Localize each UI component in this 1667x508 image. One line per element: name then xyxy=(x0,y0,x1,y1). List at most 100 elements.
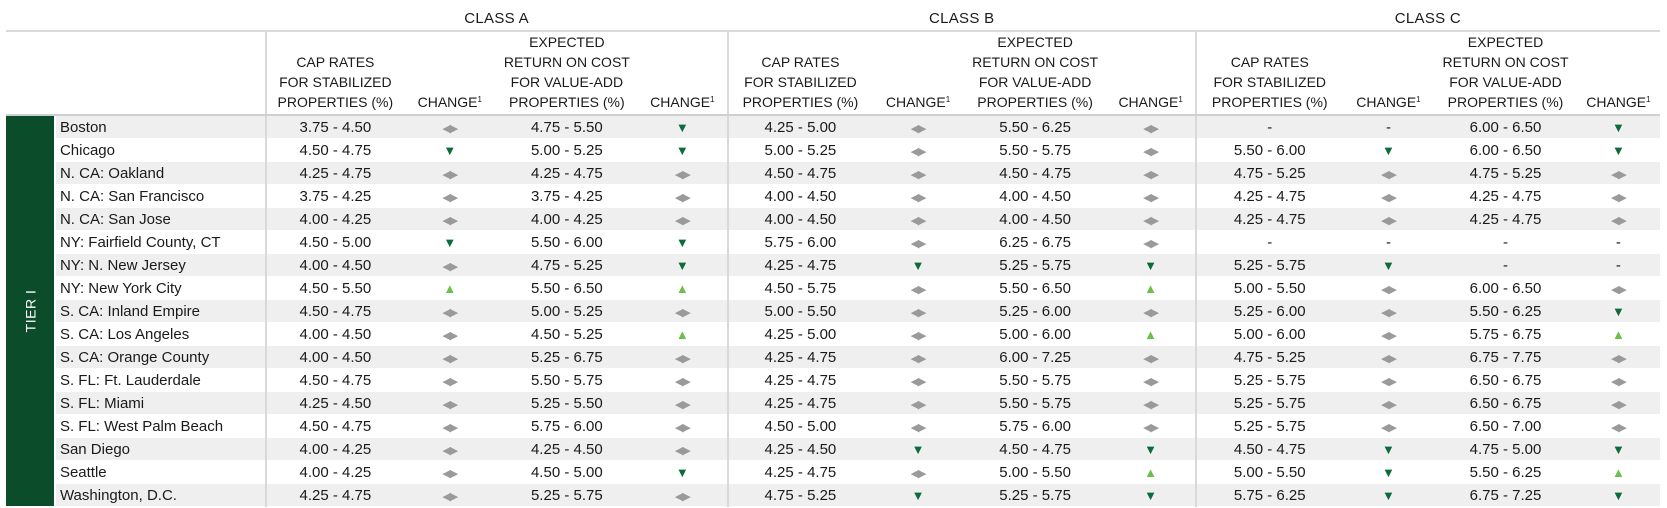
market-name: NY: N. New Jersey xyxy=(54,253,266,277)
change-cell: ◀▶ xyxy=(638,299,728,323)
change-cell: ◀▶ xyxy=(638,345,728,369)
change-cell: ◀▶ xyxy=(1106,368,1196,392)
rate-cell: 4.50 - 5.00 xyxy=(495,460,639,484)
table-row: S. CA: Los Angeles 4.00 - 4.50 ◀▶ 4.50 - 5.… xyxy=(6,322,1660,346)
change-cell: ◀▶ xyxy=(1106,345,1196,369)
no-change-icon: ◀▶ xyxy=(1380,421,1397,434)
change-cell: ◀▶ xyxy=(1106,138,1196,162)
up-arrow-icon: ▲ xyxy=(1611,464,1625,480)
no-change-icon: ◀▶ xyxy=(442,191,458,204)
change-cell: ◀▶ xyxy=(404,299,496,323)
change-cell: ◀▶ xyxy=(872,115,964,139)
change-cell: ◀▶ xyxy=(872,276,964,300)
no-change-icon: ◀▶ xyxy=(674,191,691,204)
change-cell: ◀▶ xyxy=(404,184,496,208)
no-change-icon: ◀▶ xyxy=(674,398,691,411)
header-line: CAP RATES xyxy=(761,54,840,70)
rate-cell: 5.25 - 5.75 xyxy=(963,253,1107,277)
change-header: CHANGE1 xyxy=(638,31,728,116)
footnote-marker: 1 xyxy=(710,95,715,104)
footnote-marker: 1 xyxy=(1178,95,1183,104)
rate-cell: 5.25 - 5.75 xyxy=(1194,253,1343,277)
rate-cell: 4.00 - 4.25 xyxy=(264,460,405,484)
change-cell: ▼ xyxy=(1576,299,1660,323)
rate-cell: 5.75 - 6.75 xyxy=(1434,322,1577,346)
no-change-icon: ◀▶ xyxy=(910,214,927,227)
change-cell: ▼ xyxy=(1342,483,1435,507)
change-cell: ◀▶ xyxy=(404,115,496,139)
change-cell: ◀▶ xyxy=(872,391,964,415)
rate-cell: 5.25 - 5.75 xyxy=(1194,414,1343,438)
no-change-icon: ◀▶ xyxy=(442,421,458,434)
no-change-icon: ◀▶ xyxy=(674,352,691,365)
header-line: EXPECTED xyxy=(529,34,605,50)
rate-cell: 4.00 - 4.25 xyxy=(264,437,405,461)
no-change-icon: ◀▶ xyxy=(1143,168,1159,181)
change-cell: ◀▶ xyxy=(404,345,496,369)
no-change-icon: ◀▶ xyxy=(442,375,458,388)
change-cell: ▼ xyxy=(872,483,964,507)
rate-cell: 4.25 - 4.75 xyxy=(726,345,873,369)
change-cell: ◀▶ xyxy=(1342,322,1435,346)
change-cell: ◀▶ xyxy=(1106,161,1196,185)
down-arrow-icon: ▼ xyxy=(675,257,689,273)
no-change-icon: ◀▶ xyxy=(910,145,927,158)
change-cell: ◀▶ xyxy=(1342,368,1435,392)
change-cell: - xyxy=(1342,230,1435,254)
header-line: FOR STABILIZED xyxy=(279,74,392,90)
change-cell: ◀▶ xyxy=(872,230,964,254)
table-row: Washington, D.C. 4.25 - 4.75 ◀▶ 5.25 - 5.75… xyxy=(6,483,1660,507)
rate-cell: 5.00 - 5.50 xyxy=(1194,276,1343,300)
no-change-icon: ◀▶ xyxy=(1143,122,1159,135)
rate-cell: 4.00 - 4.25 xyxy=(495,207,639,231)
no-change-icon: ◀▶ xyxy=(442,444,458,457)
return-on-cost-header: EXPECTED RETURN ON COST FOR VALUE-ADD PROPE… xyxy=(1434,31,1577,116)
no-change-icon: ◀▶ xyxy=(1380,306,1397,319)
rate-cell: 4.25 - 4.75 xyxy=(726,253,873,277)
return-on-cost-header: EXPECTED RETURN ON COST FOR VALUE-ADD PROPE… xyxy=(495,31,639,116)
rate-cell: 4.00 - 4.50 xyxy=(264,322,405,346)
no-change-icon: ◀▶ xyxy=(1610,191,1627,204)
change-cell: ◀▶ xyxy=(872,322,964,346)
market-name: S. FL: Miami xyxy=(54,391,266,415)
rate-cell: 4.25 - 4.75 xyxy=(1434,207,1577,231)
change-header-label: CHANGE xyxy=(885,94,946,110)
down-arrow-icon: ▼ xyxy=(911,487,925,503)
table-row: Seattle 4.00 - 4.25 ◀▶ 4.50 - 5.00 ▼ 4.25 - 4… xyxy=(6,460,1660,484)
no-change-icon: ◀▶ xyxy=(442,329,458,342)
rate-cell: 4.00 - 4.50 xyxy=(726,184,873,208)
change-cell: ◀▶ xyxy=(638,391,728,415)
change-cell: ▲ xyxy=(1106,322,1196,346)
cap-rate-header: CAP RATES FOR STABILIZED PROPERTIES (%) xyxy=(1194,31,1343,116)
table-row: N. CA: San Francisco 3.75 - 4.25 ◀▶ 3.75 - … xyxy=(6,184,1660,208)
no-change-icon: ◀▶ xyxy=(1143,214,1159,227)
change-cell: ◀▶ xyxy=(638,184,728,208)
header-line: FOR VALUE-ADD xyxy=(510,74,624,90)
rate-cell: - xyxy=(1434,253,1577,277)
change-cell: ◀▶ xyxy=(872,460,964,484)
class-c-header: CLASS C xyxy=(1195,6,1660,32)
table-row: NY: New York City 4.50 - 5.50 ▲ 5.50 - 6.50… xyxy=(6,276,1660,300)
rate-cell: 6.00 - 7.25 xyxy=(963,345,1107,369)
market-name: S. FL: West Palm Beach xyxy=(54,414,266,438)
rate-cell: 4.75 - 5.25 xyxy=(1194,345,1343,369)
no-change-icon: ◀▶ xyxy=(910,398,927,411)
change-cell: ▼ xyxy=(404,230,496,254)
up-arrow-icon: ▲ xyxy=(1144,464,1158,480)
table-row: Chicago 4.50 - 4.75 ▼ 5.00 - 5.25 ▼ 5.00 - 5.… xyxy=(6,138,1660,162)
rate-cell: 4.50 - 5.50 xyxy=(264,276,405,300)
rate-cell: - xyxy=(1434,230,1577,254)
down-arrow-icon: ▼ xyxy=(1611,303,1625,319)
rate-cell: 4.50 - 5.00 xyxy=(726,414,873,438)
rate-cell: 4.25 - 4.75 xyxy=(726,460,873,484)
no-change-icon: ◀▶ xyxy=(1380,329,1397,342)
no-change-icon: ◀▶ xyxy=(1610,375,1627,388)
change-cell: - xyxy=(1342,115,1435,139)
no-change-icon: ◀▶ xyxy=(1380,375,1397,388)
change-cell: ▲ xyxy=(404,276,496,300)
change-cell: ▼ xyxy=(404,138,496,162)
change-cell: ◀▶ xyxy=(1342,184,1435,208)
change-cell: ◀▶ xyxy=(404,483,496,507)
change-header: CHANGE1 xyxy=(1106,31,1196,116)
